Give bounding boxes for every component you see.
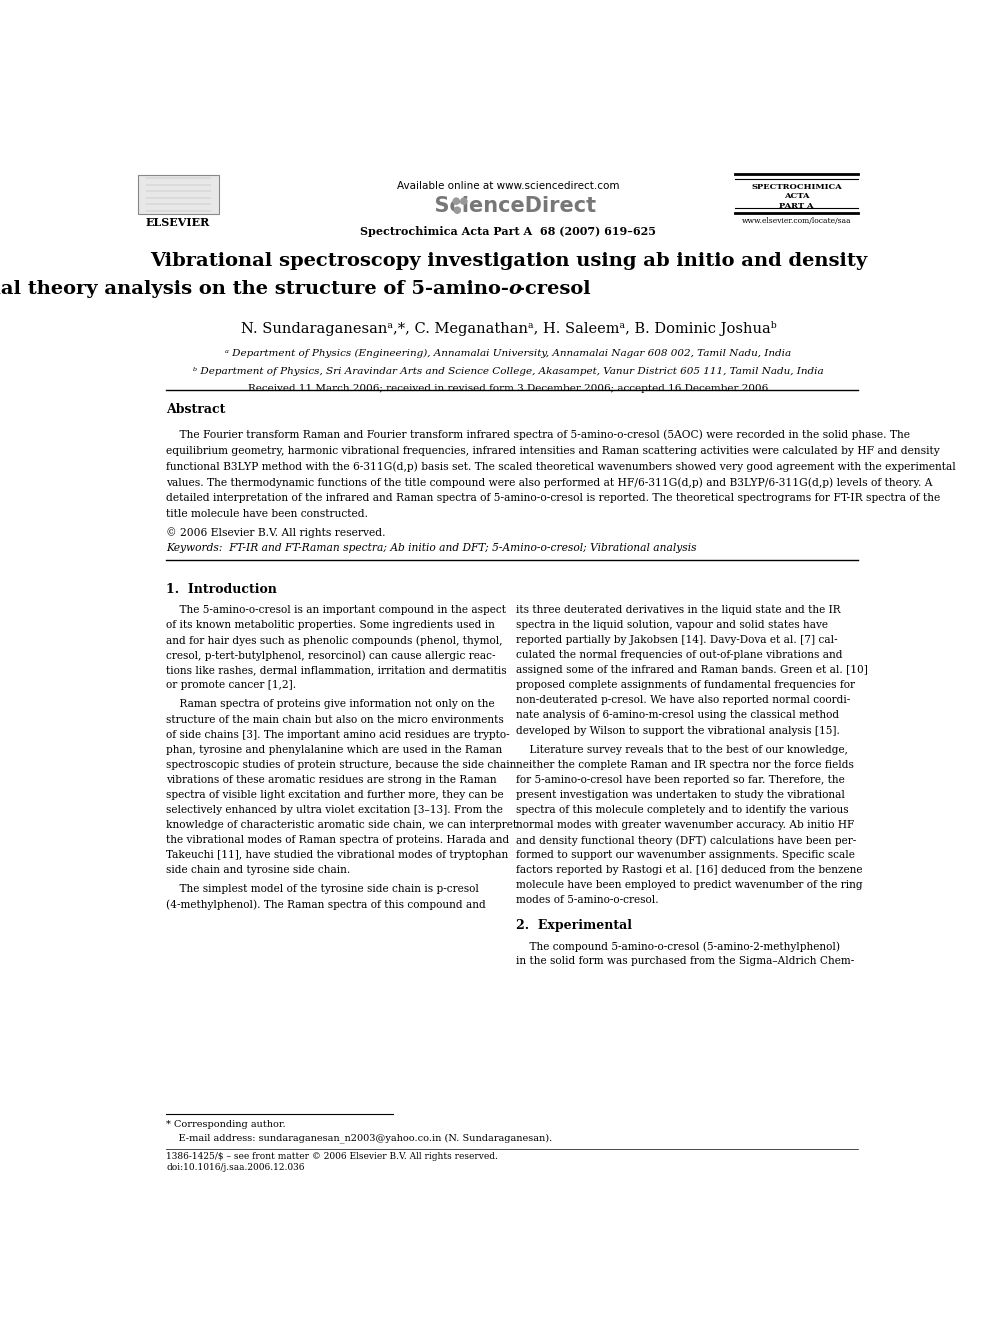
Text: spectra of this molecule completely and to identify the various: spectra of this molecule completely and … xyxy=(516,804,849,815)
Text: N. Sundaraganesanᵃ,*, C. Meganathanᵃ, H. Saleemᵃ, B. Dominic Joshuaᵇ: N. Sundaraganesanᵃ,*, C. Meganathanᵃ, H.… xyxy=(241,320,776,336)
Text: cresol, p-tert-butylphenol, resorcinol) can cause allergic reac-: cresol, p-tert-butylphenol, resorcinol) … xyxy=(167,650,496,660)
Text: spectra in the liquid solution, vapour and solid states have: spectra in the liquid solution, vapour a… xyxy=(516,620,828,630)
Text: and density functional theory (DFT) calculations have been per-: and density functional theory (DFT) calc… xyxy=(516,835,856,845)
Text: normal modes with greater wavenumber accuracy. Ab initio HF: normal modes with greater wavenumber acc… xyxy=(516,820,854,830)
Text: ●●: ●● xyxy=(451,196,468,206)
Text: the vibrational modes of Raman spectra of proteins. Harada and: the vibrational modes of Raman spectra o… xyxy=(167,835,510,845)
Text: The compound 5-amino-o-cresol (5-amino-2-methylphenol): The compound 5-amino-o-cresol (5-amino-2… xyxy=(516,941,840,951)
Text: molecule have been employed to predict wavenumber of the ring: molecule have been employed to predict w… xyxy=(516,880,863,890)
Text: nate analysis of 6-amino-m-cresol using the classical method: nate analysis of 6-amino-m-cresol using … xyxy=(516,710,839,721)
Text: 2.  Experimental: 2. Experimental xyxy=(516,918,632,931)
Text: title molecule have been constructed.: title molecule have been constructed. xyxy=(167,508,368,519)
Text: tions like rashes, dermal inflammation, irritation and dermatitis: tions like rashes, dermal inflammation, … xyxy=(167,665,507,675)
Text: ●: ● xyxy=(452,205,461,214)
Text: spectroscopic studies of protein structure, because the side chain: spectroscopic studies of protein structu… xyxy=(167,759,517,770)
Text: assigned some of the infrared and Raman bands. Green et al. [10]: assigned some of the infrared and Raman … xyxy=(516,665,868,675)
Text: knowledge of characteristic aromatic side chain, we can interpret: knowledge of characteristic aromatic sid… xyxy=(167,820,518,830)
Text: its three deuterated derivatives in the liquid state and the IR: its three deuterated derivatives in the … xyxy=(516,605,840,615)
Text: Raman spectra of proteins give information not only on the: Raman spectra of proteins give informati… xyxy=(167,700,495,709)
Text: ScienceDirect: ScienceDirect xyxy=(421,196,596,217)
Text: or promote cancer [1,2].: or promote cancer [1,2]. xyxy=(167,680,297,691)
Text: Vibrational spectroscopy investigation using ab initio and density: Vibrational spectroscopy investigation u… xyxy=(150,253,867,270)
Text: culated the normal frequencies of out-of-plane vibrations and: culated the normal frequencies of out-of… xyxy=(516,650,842,660)
Text: for 5-amino-o-cresol have been reported so far. Therefore, the: for 5-amino-o-cresol have been reported … xyxy=(516,775,845,785)
Text: reported partially by Jakobsen [14]. Davy-Dova et al. [7] cal-: reported partially by Jakobsen [14]. Dav… xyxy=(516,635,837,646)
Text: -cresol: -cresol xyxy=(517,280,590,298)
Bar xyxy=(138,175,218,214)
Text: Received 11 March 2006; received in revised form 3 December 2006; accepted 16 De: Received 11 March 2006; received in revi… xyxy=(248,384,769,393)
Text: of its known metabolitic properties. Some ingredients used in: of its known metabolitic properties. Som… xyxy=(167,620,495,630)
Text: ACTA: ACTA xyxy=(784,192,809,200)
Text: © 2006 Elsevier B.V. All rights reserved.: © 2006 Elsevier B.V. All rights reserved… xyxy=(167,528,386,538)
Text: phan, tyrosine and phenylalanine which are used in the Raman: phan, tyrosine and phenylalanine which a… xyxy=(167,745,503,754)
Text: The Fourier transform Raman and Fourier transform infrared spectra of 5-amino-o-: The Fourier transform Raman and Fourier … xyxy=(167,430,911,441)
Text: The 5-amino-o-cresol is an important compound in the aspect: The 5-amino-o-cresol is an important com… xyxy=(167,605,506,615)
Text: present investigation was undertaken to study the vibrational: present investigation was undertaken to … xyxy=(516,790,845,800)
Text: structure of the main chain but also on the micro environments: structure of the main chain but also on … xyxy=(167,714,504,725)
Text: non-deuterated p-cresol. We have also reported normal coordi-: non-deuterated p-cresol. We have also re… xyxy=(516,696,850,705)
Text: values. The thermodynamic functions of the title compound were also performed at: values. The thermodynamic functions of t… xyxy=(167,478,932,488)
Text: proposed complete assignments of fundamental frequencies for: proposed complete assignments of fundame… xyxy=(516,680,855,691)
Text: developed by Wilson to support the vibrational analysis [15].: developed by Wilson to support the vibra… xyxy=(516,725,840,736)
Text: (4-methylphenol). The Raman spectra of this compound and: (4-methylphenol). The Raman spectra of t… xyxy=(167,900,486,910)
Text: 1386-1425/$ – see front matter © 2006 Elsevier B.V. All rights reserved.: 1386-1425/$ – see front matter © 2006 El… xyxy=(167,1152,498,1162)
Text: selectively enhanced by ultra violet excitation [3–13]. From the: selectively enhanced by ultra violet exc… xyxy=(167,804,503,815)
Text: vibrations of these aromatic residues are strong in the Raman: vibrations of these aromatic residues ar… xyxy=(167,775,497,785)
Text: SPECTROCHIMICA: SPECTROCHIMICA xyxy=(751,183,842,192)
Text: factors reported by Rastogi et al. [16] deduced from the benzene: factors reported by Rastogi et al. [16] … xyxy=(516,865,863,876)
Text: equilibrium geometry, harmonic vibrational frequencies, infrared intensities and: equilibrium geometry, harmonic vibration… xyxy=(167,446,940,455)
Text: * Corresponding author.: * Corresponding author. xyxy=(167,1121,286,1130)
Text: formed to support our wavenumber assignments. Specific scale: formed to support our wavenumber assignm… xyxy=(516,851,855,860)
Text: www.elsevier.com/locate/saa: www.elsevier.com/locate/saa xyxy=(742,217,851,225)
Text: neither the complete Raman and IR spectra nor the force fields: neither the complete Raman and IR spectr… xyxy=(516,759,854,770)
Text: detailed interpretation of the infrared and Raman spectra of 5-amino-o-cresol is: detailed interpretation of the infrared … xyxy=(167,493,940,503)
Text: ᵇ Department of Physics, Sri Aravindar Arts and Science College, Akasampet, Vanu: ᵇ Department of Physics, Sri Aravindar A… xyxy=(193,366,823,376)
Text: in the solid form was purchased from the Sigma–Aldrich Chem-: in the solid form was purchased from the… xyxy=(516,957,854,966)
Text: and for hair dyes such as phenolic compounds (phenol, thymol,: and for hair dyes such as phenolic compo… xyxy=(167,635,503,646)
Text: Keywords:  FT-IR and FT-Raman spectra; Ab initio and DFT; 5-Amino-o-cresol; Vibr: Keywords: FT-IR and FT-Raman spectra; Ab… xyxy=(167,542,697,553)
Text: E-mail address: sundaraganesan_n2003@yahoo.co.in (N. Sundaraganesan).: E-mail address: sundaraganesan_n2003@yah… xyxy=(167,1134,553,1143)
Text: functional B3LYP method with the 6-311G(d,p) basis set. The scaled theoretical w: functional B3LYP method with the 6-311G(… xyxy=(167,462,956,472)
Text: 1.  Introduction: 1. Introduction xyxy=(167,582,277,595)
Text: The simplest model of the tyrosine side chain is p-cresol: The simplest model of the tyrosine side … xyxy=(167,885,479,894)
Text: Available online at www.sciencedirect.com: Available online at www.sciencedirect.co… xyxy=(397,181,620,191)
Text: PART A: PART A xyxy=(780,201,814,209)
Text: o: o xyxy=(509,280,522,298)
Text: Abstract: Abstract xyxy=(167,404,225,417)
Text: of side chains [3]. The important amino acid residues are trypto-: of side chains [3]. The important amino … xyxy=(167,730,510,740)
Text: spectra of visible light excitation and further more, they can be: spectra of visible light excitation and … xyxy=(167,790,504,800)
Text: side chain and tyrosine side chain.: side chain and tyrosine side chain. xyxy=(167,865,350,876)
Text: Literature survey reveals that to the best of our knowledge,: Literature survey reveals that to the be… xyxy=(516,745,848,754)
Text: Spectrochimica Acta Part A  68 (2007) 619–625: Spectrochimica Acta Part A 68 (2007) 619… xyxy=(360,226,657,237)
Text: doi:10.1016/j.saa.2006.12.036: doi:10.1016/j.saa.2006.12.036 xyxy=(167,1163,305,1172)
Text: modes of 5-amino-o-cresol.: modes of 5-amino-o-cresol. xyxy=(516,896,659,905)
Text: functional theory analysis on the structure of 5-amino-: functional theory analysis on the struct… xyxy=(0,280,509,298)
Text: Takeuchi [11], have studied the vibrational modes of tryptophan: Takeuchi [11], have studied the vibratio… xyxy=(167,851,509,860)
Text: ELSEVIER: ELSEVIER xyxy=(146,217,210,228)
Text: ᵃ Department of Physics (Engineering), Annamalai University, Annamalai Nagar 608: ᵃ Department of Physics (Engineering), A… xyxy=(225,349,792,359)
